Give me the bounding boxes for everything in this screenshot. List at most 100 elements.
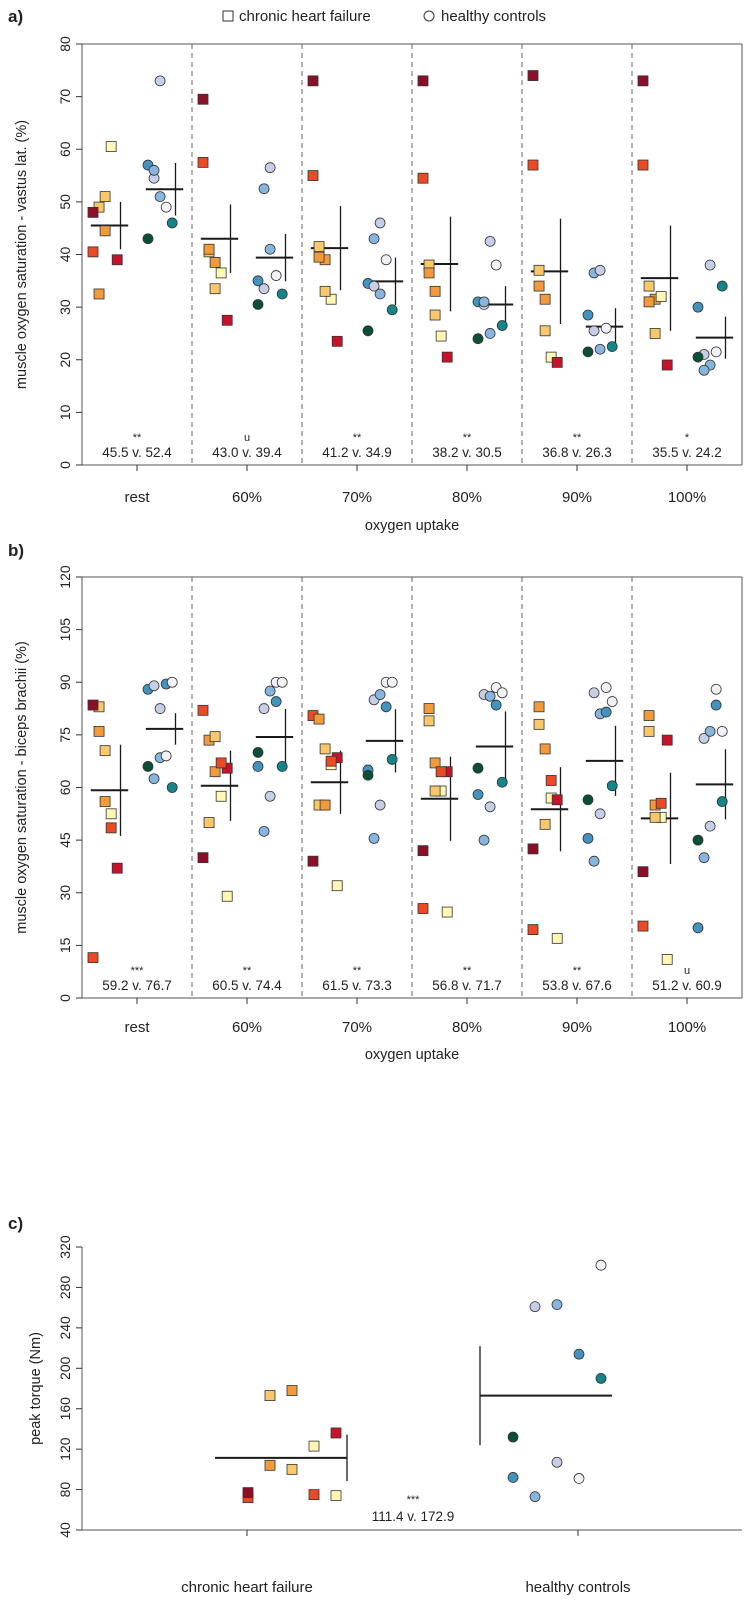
hc-point [573, 1348, 585, 1360]
chf-point [99, 796, 111, 807]
panel-label: a) [8, 7, 23, 26]
chf-point [539, 293, 551, 305]
chf-point [87, 206, 99, 218]
chf-point [203, 817, 215, 828]
chf-point [417, 75, 429, 87]
chf-point [286, 1385, 298, 1396]
mean-annotation: 41.2 v. 34.9 [322, 445, 392, 460]
hc-point [154, 191, 166, 203]
x-tick-label: rest [124, 489, 150, 506]
hc-point [154, 703, 166, 714]
chf-point [197, 704, 209, 716]
significance-marker: ** [243, 965, 252, 977]
mean-annotation: 61.5 v. 73.3 [322, 978, 392, 993]
y-tick-label: 30 [57, 885, 73, 901]
chf-point [539, 818, 551, 830]
chf-point [197, 93, 209, 105]
x-tick-label: rest [124, 1019, 150, 1036]
chf-point [643, 710, 655, 721]
y-tick-label: 60 [57, 141, 73, 157]
legend-hc-label: healthy controls [441, 8, 546, 25]
chf-point [539, 743, 551, 755]
y-axis-label: muscle oxygen saturation - biceps brachi… [14, 641, 30, 934]
chf-point [429, 785, 441, 797]
hc-point [595, 1372, 607, 1384]
hc-point [716, 280, 728, 292]
hc-point [258, 825, 270, 837]
chf-point [649, 328, 661, 339]
x-tick-label: healthy controls [525, 1579, 630, 1596]
hc-point [386, 754, 398, 765]
y-axis-label: muscle oxygen saturation - vastus lat. (… [14, 120, 30, 389]
chf-point [539, 325, 551, 337]
chf-point [441, 351, 453, 363]
chf-point [655, 797, 667, 809]
hc-point [276, 288, 288, 300]
hc-point [380, 701, 392, 713]
hc-point [582, 794, 594, 806]
hc-point [507, 1472, 519, 1483]
hc-point [386, 676, 398, 688]
hc-point [368, 280, 380, 292]
chf-point [330, 1427, 342, 1439]
hc-point [258, 183, 270, 195]
chf-point [643, 296, 655, 308]
significance-marker: * [685, 432, 690, 444]
significance-marker: *** [131, 965, 145, 977]
hc-point [704, 725, 716, 737]
chf-point [313, 241, 325, 253]
hc-point [529, 1491, 541, 1503]
hc-point [386, 304, 398, 316]
y-tick-label: 75 [57, 727, 73, 743]
x-tick-label: 60% [232, 1019, 262, 1036]
chf-point [99, 191, 111, 203]
hc-point [148, 164, 160, 176]
y-tick-label: 0 [57, 461, 73, 469]
chf-point [209, 731, 221, 743]
hc-point [374, 217, 386, 229]
chf-point [99, 225, 111, 237]
mean-annotation: 53.8 v. 67.6 [542, 978, 612, 993]
panel-b: b) 0 15 30 45 60 75 90 105 120 muscle oxygen satur… [8, 541, 743, 1063]
chf-point [637, 920, 649, 932]
significance-marker: u [684, 965, 690, 977]
x-axis-label: oxygen uptake [365, 518, 459, 534]
hc-point [595, 1259, 607, 1271]
chf-point [319, 743, 331, 755]
chf-point [637, 159, 649, 171]
chf-point [661, 734, 673, 746]
hc-point [606, 780, 618, 792]
chf-point [221, 314, 233, 326]
x-tick-label: 80% [452, 1019, 482, 1036]
hc-point [692, 922, 704, 934]
chf-point [527, 924, 539, 935]
chf-point [197, 852, 209, 864]
hc-point [472, 333, 484, 345]
chf-point [661, 359, 673, 371]
chf-point [87, 699, 99, 711]
hc-point [594, 343, 606, 355]
hc-point [142, 761, 154, 772]
legend: chronic heart failure healthy controls [222, 8, 546, 25]
chf-point [643, 280, 655, 292]
hc-point [698, 732, 710, 744]
chf-point [209, 766, 221, 778]
chf-point [423, 703, 435, 714]
hc-point [594, 264, 606, 276]
y-tick-label: 70 [57, 89, 73, 105]
panel-label: c) [8, 1214, 23, 1233]
hc-point [582, 346, 594, 358]
hc-point [551, 1456, 563, 1468]
y-tick-label: 50 [57, 194, 73, 210]
hc-point [270, 270, 282, 281]
hc-point [692, 834, 704, 846]
hc-point [478, 834, 490, 846]
hc-point [148, 680, 160, 692]
chf-point [423, 267, 435, 279]
hc-point [600, 322, 612, 334]
mean-annotation: 38.2 v. 30.5 [432, 445, 502, 460]
mean-annotation: 51.2 v. 60.9 [652, 978, 722, 993]
chf-point [325, 755, 337, 767]
chf-point [308, 1489, 320, 1501]
hc-point [594, 808, 606, 820]
